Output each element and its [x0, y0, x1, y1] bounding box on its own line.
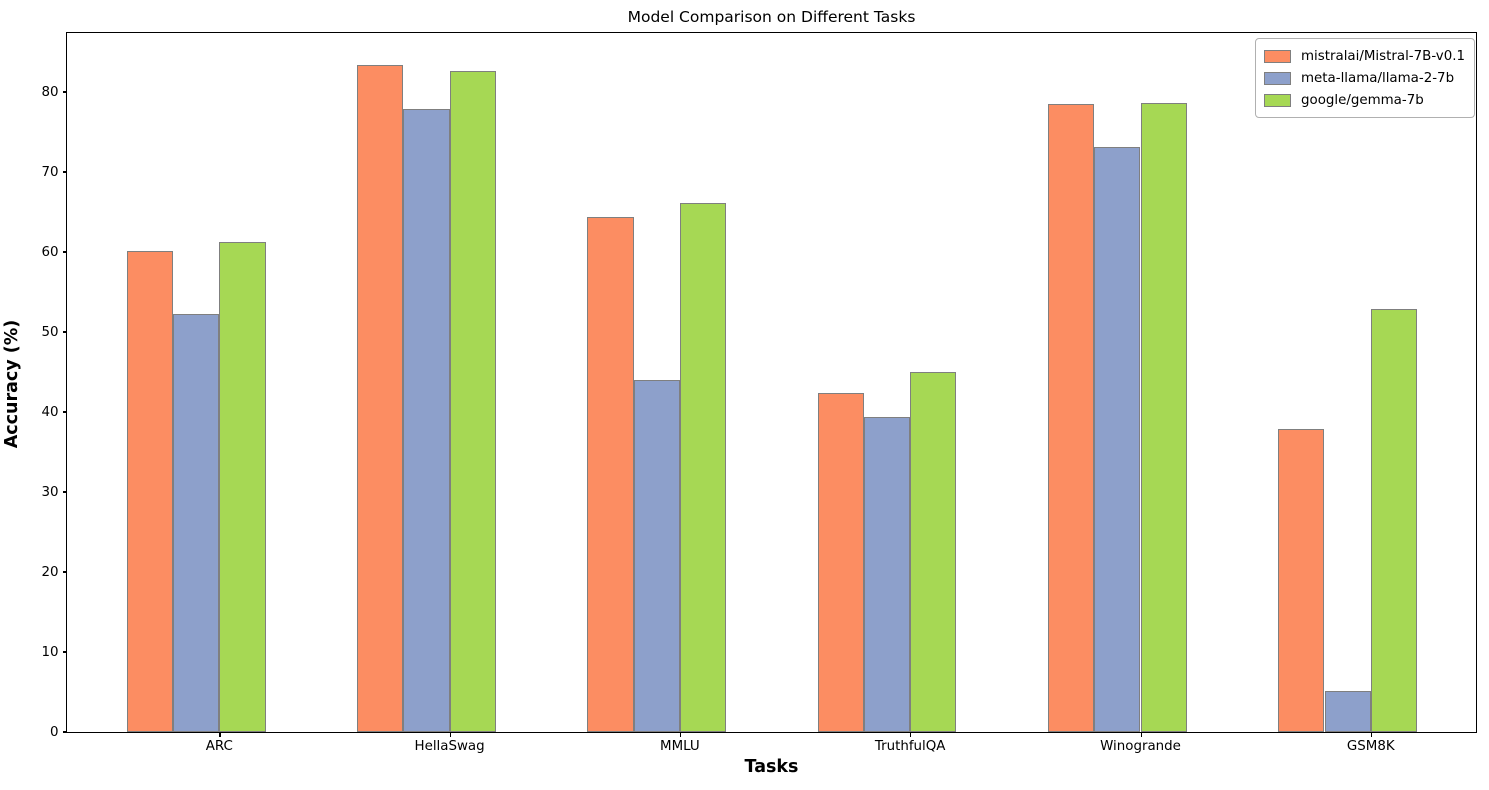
x-axis-label: Tasks [744, 757, 799, 777]
y-tick-mark [62, 171, 67, 173]
legend-item-label: google/gemma-7b [1301, 92, 1424, 108]
x-tick-mark [1370, 732, 1373, 737]
plot-spine-left [66, 32, 68, 732]
y-tick-label: 80 [41, 84, 59, 100]
y-tick-mark [62, 251, 67, 253]
y-tick-mark [62, 651, 67, 653]
bar [1047, 103, 1095, 732]
legend-item-label: meta-llama/llama-2-7b [1301, 70, 1455, 86]
y-tick-label: 60 [41, 244, 59, 260]
bar [633, 379, 680, 732]
bar [126, 251, 173, 732]
y-tick-mark [62, 731, 67, 733]
plot-spine-bottom [66, 731, 1477, 733]
legend: mistralai/Mistral-7B-v0.1 meta-llama/llam… [1255, 38, 1475, 118]
bar [173, 314, 220, 732]
y-tick-mark [62, 411, 67, 413]
x-tick-label: Winogrande [1100, 739, 1181, 754]
legend-item: google/gemma-7b [1264, 89, 1466, 111]
y-tick-label: 70 [41, 164, 59, 180]
bar [863, 416, 911, 732]
y-tick-mark [62, 491, 67, 493]
x-tick-label: MMLU [660, 739, 700, 754]
bar [449, 71, 496, 732]
plot-area [67, 33, 1476, 732]
bar [1370, 308, 1418, 732]
y-tick-mark [62, 331, 67, 333]
legend-swatch-icon [1264, 49, 1291, 63]
y-tick-mark [62, 91, 67, 93]
y-tick-label: 30 [41, 484, 59, 500]
bar [1324, 691, 1371, 732]
x-tick-mark [449, 732, 451, 737]
bar [357, 64, 404, 732]
x-tick-label: GSM8K [1346, 739, 1395, 754]
x-tick-label: ARC [205, 739, 233, 754]
bar [587, 217, 634, 732]
bar [1278, 428, 1325, 732]
x-tick-mark [1140, 732, 1142, 737]
bar [910, 371, 957, 732]
plot-spine-right [1475, 32, 1477, 732]
x-tick-mark [679, 732, 682, 737]
y-tick-label: 20 [41, 564, 59, 580]
bar [403, 109, 450, 732]
x-tick-mark [910, 732, 912, 737]
y-tick-label: 50 [41, 324, 59, 340]
legend-item-label: mistralai/Mistral-7B-v0.1 [1301, 48, 1466, 64]
y-tick-label: 10 [41, 644, 59, 660]
x-tick-label: TruthfulQA [874, 739, 946, 754]
legend-swatch-icon [1264, 71, 1291, 85]
legend-item: mistralai/Mistral-7B-v0.1 [1264, 45, 1466, 67]
y-tick-label: 40 [41, 404, 59, 420]
legend-item: meta-llama/llama-2-7b [1264, 67, 1466, 89]
bar [679, 203, 727, 732]
bar [219, 242, 266, 732]
bar [817, 393, 864, 732]
plot-spine-top [66, 32, 1477, 34]
x-tick-label: HellaSwag [414, 739, 485, 754]
x-tick-mark [219, 732, 221, 737]
bar [1094, 147, 1141, 732]
y-tick-label: 0 [49, 724, 59, 740]
legend-swatch-icon [1264, 93, 1291, 107]
chart-title: Model Comparison on Different Tasks [627, 8, 916, 26]
bar [1140, 103, 1187, 732]
y-tick-mark [62, 571, 67, 573]
